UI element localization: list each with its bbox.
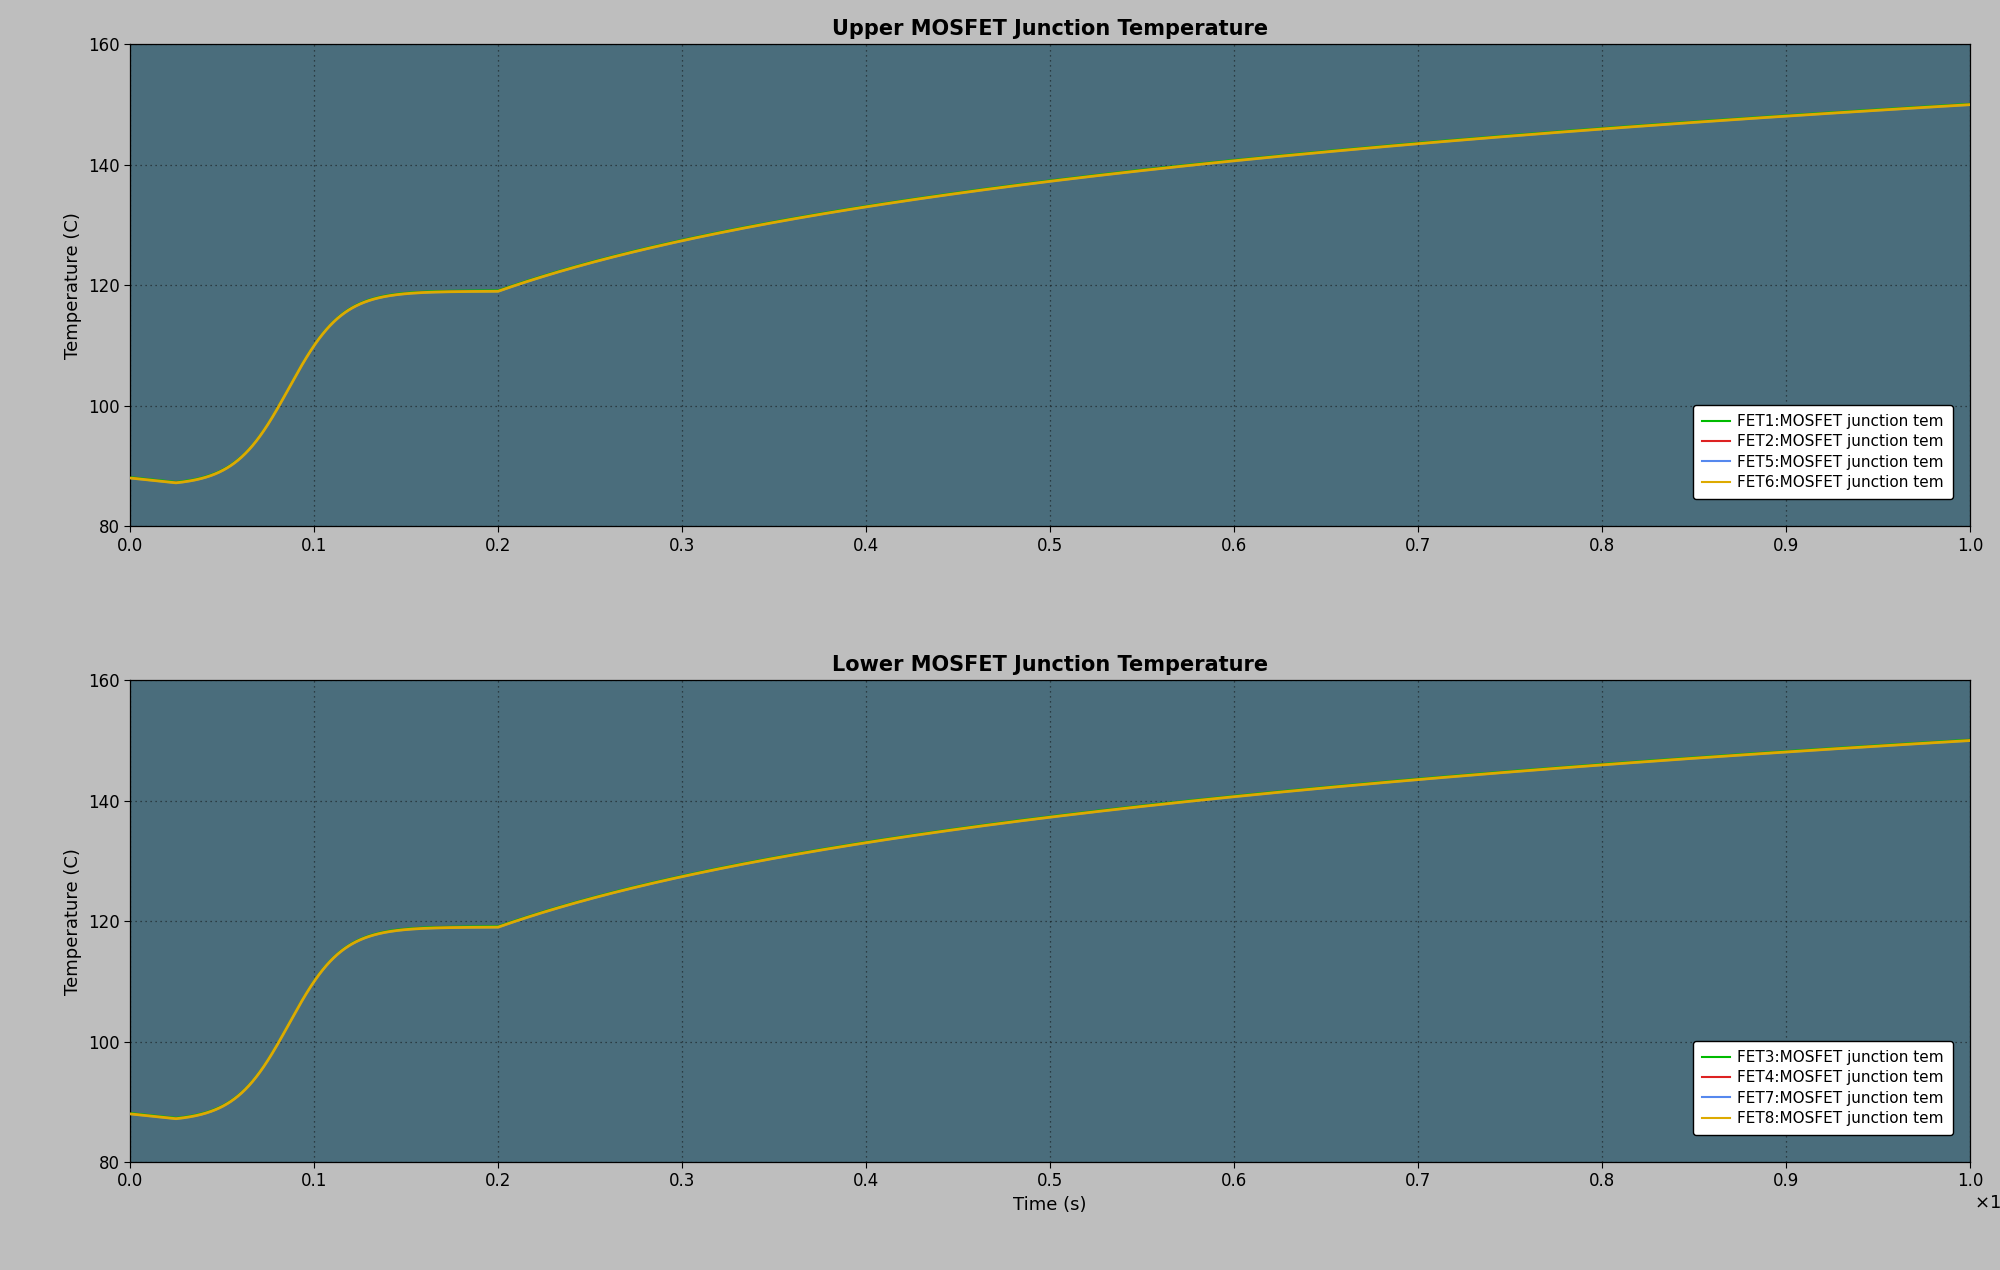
FET8:MOSFET junction temp xyxy=(164,1111,188,1126)
FET8:MOSFET junction temp xyxy=(1922,735,1946,751)
FET6:MOSFET junction temp xyxy=(1958,97,1982,112)
FET1:MOSFET junction temp xyxy=(824,203,848,218)
Legend: FET3:MOSFET junction tem, FET4:MOSFET junction tem, FET7:MOSFET junction tem, FE: FET3:MOSFET junction tem, FET4:MOSFET ju… xyxy=(1694,1041,1954,1135)
FET1:MOSFET junction temp xyxy=(328,307,352,323)
FET2:MOSFET junction temp xyxy=(824,203,848,218)
FET8:MOSFET junction temp xyxy=(438,919,462,935)
FET5:MOSFET junction temp xyxy=(1922,99,1946,114)
FET1:MOSFET junction temp xyxy=(118,469,142,484)
FET6:MOSFET junction temp xyxy=(904,192,928,207)
Line: FET6:MOSFET junction temp: FET6:MOSFET junction temp xyxy=(130,104,1970,483)
FET2:MOSFET junction temp xyxy=(328,307,352,323)
FET7:MOSFET junction temp xyxy=(118,1106,142,1121)
FET7:MOSFET junction temp xyxy=(824,841,848,856)
FET1:MOSFET junction temp xyxy=(1724,110,1748,126)
FET7:MOSFET junction temp xyxy=(328,945,352,960)
Line: FET2:MOSFET junction temp: FET2:MOSFET junction temp xyxy=(130,104,1970,483)
FET1:MOSFET junction temp xyxy=(438,283,462,298)
FET2:MOSFET junction temp xyxy=(1958,97,1982,112)
FET2:MOSFET junction temp xyxy=(118,470,142,485)
FET1:MOSFET junction temp xyxy=(1922,98,1946,113)
FET7:MOSFET junction temp xyxy=(438,921,462,936)
FET8:MOSFET junction temp xyxy=(1958,733,1982,748)
FET3:MOSFET junction temp xyxy=(1922,734,1946,749)
FET2:MOSFET junction temp xyxy=(438,283,462,298)
FET3:MOSFET junction temp xyxy=(164,1110,188,1125)
FET8:MOSFET junction temp xyxy=(328,944,352,959)
FET5:MOSFET junction temp xyxy=(328,309,352,324)
FET8:MOSFET junction temp xyxy=(904,828,928,843)
FET4:MOSFET junction temp xyxy=(118,1106,142,1121)
Line: FET4:MOSFET junction temp: FET4:MOSFET junction temp xyxy=(130,740,1970,1118)
FET7:MOSFET junction temp xyxy=(1958,733,1982,748)
Line: FET5:MOSFET junction temp: FET5:MOSFET junction temp xyxy=(130,105,1970,484)
FET5:MOSFET junction temp xyxy=(824,204,848,220)
FET3:MOSFET junction temp xyxy=(118,1105,142,1120)
FET1:MOSFET junction temp xyxy=(164,474,188,489)
FET6:MOSFET junction temp xyxy=(328,309,352,324)
Y-axis label: Temperature (C): Temperature (C) xyxy=(64,212,82,358)
FET8:MOSFET junction temp xyxy=(1724,748,1748,763)
FET6:MOSFET junction temp xyxy=(118,470,142,485)
FET5:MOSFET junction temp xyxy=(1958,98,1982,113)
FET3:MOSFET junction temp xyxy=(1958,732,1982,747)
FET6:MOSFET junction temp xyxy=(438,284,462,300)
FET4:MOSFET junction temp xyxy=(164,1110,188,1125)
FET4:MOSFET junction temp xyxy=(824,839,848,855)
FET3:MOSFET junction temp xyxy=(438,918,462,933)
FET4:MOSFET junction temp xyxy=(1724,747,1748,762)
FET6:MOSFET junction temp xyxy=(1922,99,1946,114)
FET2:MOSFET junction temp xyxy=(1724,112,1748,127)
X-axis label: Time (s): Time (s) xyxy=(1014,1196,1086,1214)
FET5:MOSFET junction temp xyxy=(904,192,928,207)
FET7:MOSFET junction temp xyxy=(1724,748,1748,763)
Title: Upper MOSFET Junction Temperature: Upper MOSFET Junction Temperature xyxy=(832,19,1268,38)
Line: FET8:MOSFET junction temp: FET8:MOSFET junction temp xyxy=(130,740,1970,1119)
Line: FET1:MOSFET junction temp: FET1:MOSFET junction temp xyxy=(130,103,1970,481)
Title: Lower MOSFET Junction Temperature: Lower MOSFET Junction Temperature xyxy=(832,654,1268,674)
FET5:MOSFET junction temp xyxy=(438,284,462,300)
FET6:MOSFET junction temp xyxy=(824,204,848,220)
FET3:MOSFET junction temp xyxy=(328,944,352,959)
FET2:MOSFET junction temp xyxy=(904,192,928,207)
FET7:MOSFET junction temp xyxy=(1922,735,1946,751)
FET2:MOSFET junction temp xyxy=(1922,99,1946,114)
FET5:MOSFET junction temp xyxy=(1724,112,1748,127)
Y-axis label: Temperature (C): Temperature (C) xyxy=(64,848,82,994)
FET1:MOSFET junction temp xyxy=(904,190,928,206)
FET7:MOSFET junction temp xyxy=(904,828,928,843)
FET6:MOSFET junction temp xyxy=(164,475,188,490)
Legend: FET1:MOSFET junction tem, FET2:MOSFET junction tem, FET5:MOSFET junction tem, FE: FET1:MOSFET junction tem, FET2:MOSFET ju… xyxy=(1694,405,1954,499)
FET2:MOSFET junction temp xyxy=(164,475,188,490)
FET8:MOSFET junction temp xyxy=(118,1106,142,1121)
FET7:MOSFET junction temp xyxy=(164,1111,188,1126)
FET3:MOSFET junction temp xyxy=(904,827,928,842)
Line: FET3:MOSFET junction temp: FET3:MOSFET junction temp xyxy=(130,739,1970,1118)
Text: $\times10^{-2}$: $\times10^{-2}$ xyxy=(1974,1194,2000,1213)
FET1:MOSFET junction temp xyxy=(1958,95,1982,110)
FET4:MOSFET junction temp xyxy=(1958,733,1982,748)
FET6:MOSFET junction temp xyxy=(1724,112,1748,127)
FET5:MOSFET junction temp xyxy=(118,471,142,486)
FET4:MOSFET junction temp xyxy=(904,827,928,842)
FET4:MOSFET junction temp xyxy=(438,919,462,935)
FET8:MOSFET junction temp xyxy=(824,839,848,855)
FET3:MOSFET junction temp xyxy=(824,838,848,853)
FET4:MOSFET junction temp xyxy=(328,944,352,959)
FET4:MOSFET junction temp xyxy=(1922,734,1946,749)
FET5:MOSFET junction temp xyxy=(164,476,188,491)
FET3:MOSFET junction temp xyxy=(1724,747,1748,762)
Line: FET7:MOSFET junction temp: FET7:MOSFET junction temp xyxy=(130,740,1970,1119)
